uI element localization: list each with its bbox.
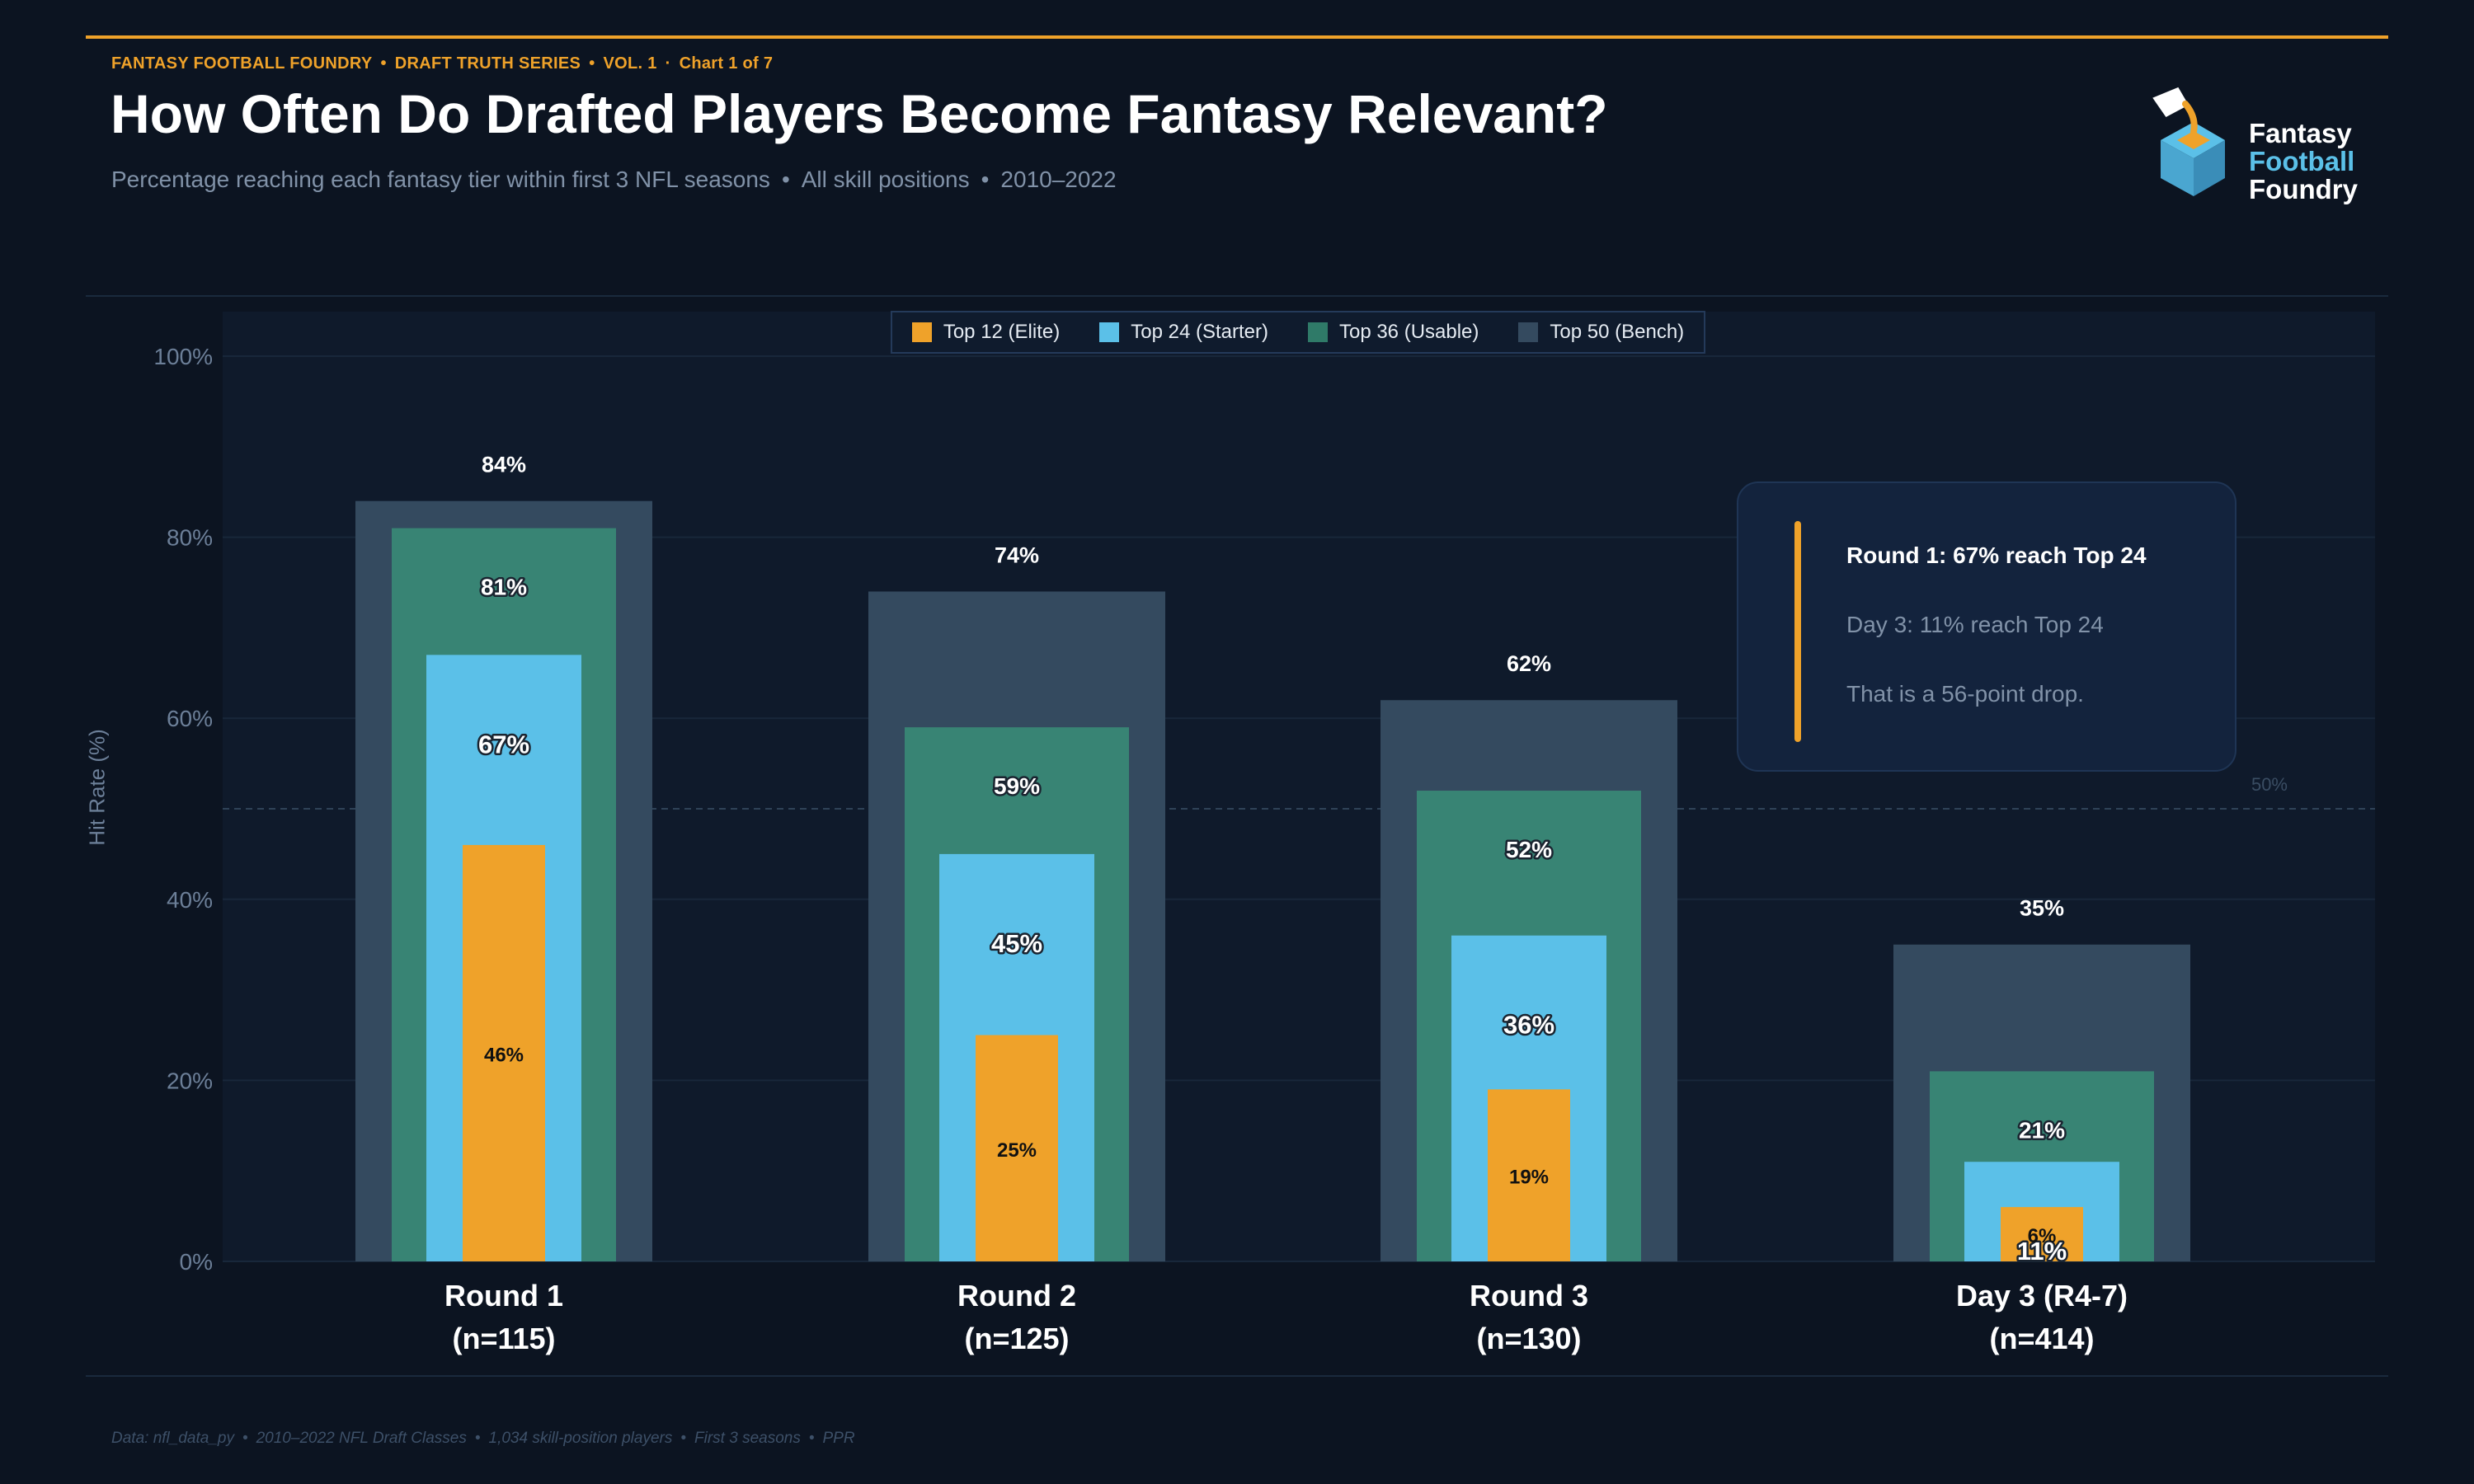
data-label-bench: 62% [1507,651,1551,676]
footer-separator: • [808,1430,815,1447]
footer-part: Data: nfl_data_py [111,1430,234,1447]
footer-part: 2010–2022 NFL Draft Classes [256,1430,467,1447]
logo-line-2: Football [2249,146,2355,176]
category-count: (n=414) [1989,1322,2095,1355]
legend-label: Top 12 (Elite) [943,321,1061,343]
footer-separator: • [474,1430,481,1447]
kicker-separator: · [665,54,671,73]
legend-item-elite: Top 12 (Elite) [911,321,1061,344]
kicker-separator: • [589,54,595,73]
subtitle-part: All skill positions [801,167,970,192]
kicker: FANTASY FOOTBALL FOUNDRY • DRAFT TRUTH SER… [111,54,773,73]
legend-item-starter: Top 24 (Starter) [1099,321,1268,344]
legend-swatch [1099,322,1120,342]
bar-elite [976,1035,1058,1261]
header-divider [86,295,2388,297]
category-count: (n=130) [1476,1322,1582,1355]
data-label-elite: 25% [997,1139,1037,1162]
category-count: (n=115) [452,1322,556,1355]
data-label-bench: 84% [482,453,526,477]
kicker-chart-number: Chart 1 of 7 [679,54,774,73]
subtitle-separator: • [981,167,990,192]
logo-line-3: Foundry [2249,174,2358,204]
footer-divider [86,1375,2388,1377]
callout-takeaway: That is a 56-point drop. [1846,681,2084,707]
reference-line-label: 50% [2251,774,2288,795]
data-label-usable: 52% [1506,837,1552,862]
legend-swatch [1518,322,1539,342]
category-name: Round 1 [444,1279,563,1313]
chart-legend: Top 12 (Elite) Top 24 (Starter) Top 36 (… [891,311,1705,354]
data-source-footer: Data: nfl_data_py • 2010–2022 NFL Draft Cl… [111,1430,855,1448]
category-name: Round 3 [1470,1279,1588,1313]
category-count: (n=125) [964,1322,1070,1355]
legend-item-bench: Top 50 (Bench) [1518,321,1684,344]
data-label-bench: 74% [995,542,1039,567]
x-category-label: Day 3 (R4-7) (n=414) [1956,1275,2128,1360]
y-axis-title: Hit Rate (%) [84,729,110,846]
data-label-elite: 19% [1509,1167,1549,1189]
kicker-separator: • [380,54,387,73]
footer-part: 1,034 skill-position players [488,1430,673,1447]
data-label-elite: 6% [2028,1225,2057,1247]
subtitle-separator: • [781,167,790,192]
data-label-starter: 36% [1503,1011,1554,1040]
legend-item-usable: Top 36 (Usable) [1307,321,1479,344]
page-subtitle: Percentage reaching each fantasy tier wi… [111,167,1117,193]
subtitle-part: 2010–2022 [1000,167,1117,192]
x-category-label: Round 1 (n=115) [444,1275,563,1360]
legend-swatch [911,322,932,342]
kicker-brand: FANTASY FOOTBALL FOUNDRY [111,54,373,73]
y-tick-label: 0% [180,1249,213,1275]
top-accent-rule [86,35,2388,39]
callout-headline: Round 1: 67% reach Top 24 [1846,542,2147,568]
insight-callout: Round 1: 67% reach Top 24 Day 3: 11% rea… [1737,481,2236,772]
data-label-starter: 11% [2017,1237,2067,1266]
data-label-elite: 46% [484,1044,524,1066]
y-tick-label: 60% [167,706,213,731]
kicker-series: DRAFT TRUTH SERIES [394,54,581,73]
data-label-usable: 59% [994,773,1040,799]
kicker-volume: VOL. 1 [603,54,657,73]
data-label-usable: 21% [2019,1117,2065,1143]
y-tick-label: 40% [167,887,213,913]
data-label-starter: 67% [478,730,529,758]
foundry-logo-icon [2148,84,2225,196]
bar-elite [2001,1207,2083,1261]
data-label-bench: 35% [2020,896,2064,921]
logo-line-1: Fantasy [2249,118,2352,148]
footer-part: PPR [822,1430,855,1447]
y-tick-label: 100% [153,344,213,369]
subtitle-part: Percentage reaching each fantasy tier wi… [111,167,770,192]
category-name: Day 3 (R4-7) [1955,1279,2128,1313]
footer-separator: • [680,1430,687,1447]
bar-elite [1488,1089,1570,1261]
legend-label: Top 50 (Bench) [1550,321,1685,343]
y-tick-label: 80% [167,525,213,551]
callout-accent-bar [1794,521,1801,742]
legend-swatch [1307,322,1328,342]
legend-label: Top 36 (Usable) [1338,321,1479,343]
footer-separator: • [242,1430,248,1447]
x-category-label: Round 3 (n=130) [1470,1275,1588,1360]
bar-elite [463,844,545,1261]
category-name: Round 2 [957,1279,1076,1313]
footer-part: First 3 seasons [694,1430,801,1447]
logo-wordmark: Fantasy Football Foundry [2249,120,2358,204]
callout-comparison: Day 3: 11% reach Top 24 [1846,612,2104,637]
data-label-starter: 45% [991,929,1042,958]
x-category-label: Round 2 (n=125) [957,1275,1076,1360]
y-tick-label: 20% [167,1068,213,1093]
data-label-usable: 81% [481,575,527,600]
page-title: How Often Do Drafted Players Become Fant… [111,83,1608,144]
legend-label: Top 24 (Starter) [1131,321,1268,343]
